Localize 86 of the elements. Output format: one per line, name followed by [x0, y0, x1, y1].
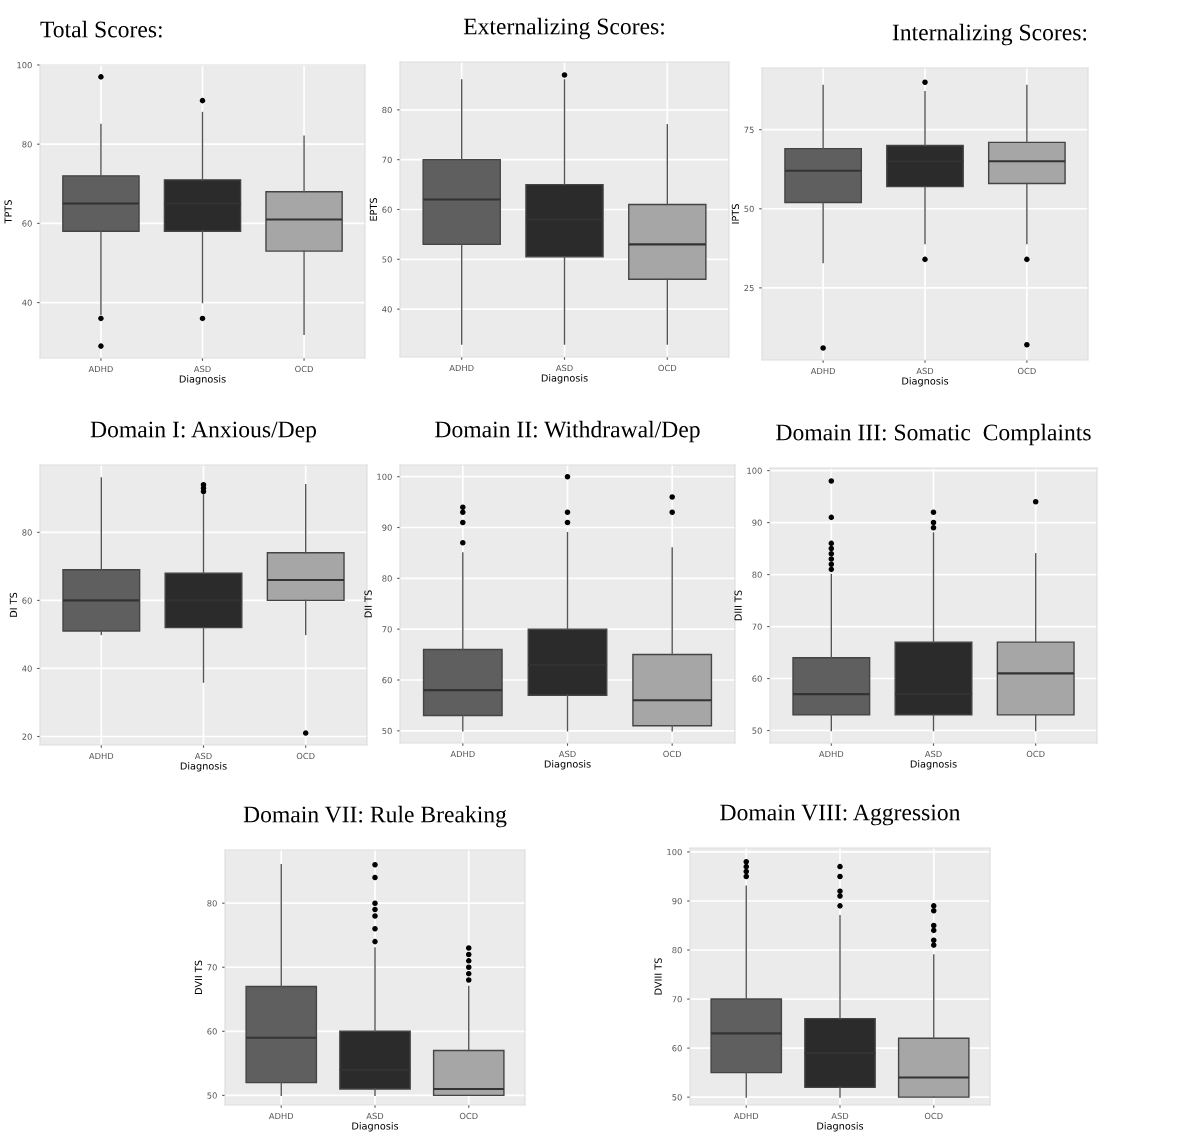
- y-tick-label: 50: [207, 1092, 217, 1099]
- y-tick-label: 70: [672, 996, 682, 1003]
- x-tick-label: ASD: [194, 752, 212, 760]
- y-tick-label: 70: [752, 623, 762, 630]
- y-tick-label: 70: [382, 156, 392, 163]
- y-tick-label: 90: [672, 897, 682, 905]
- x-tick-label: OCD: [459, 1112, 478, 1120]
- x-tick-label: ADHD: [818, 750, 844, 757]
- x-tick-label: ADHD: [449, 364, 474, 371]
- y-tick-label: 60: [22, 220, 32, 227]
- y-tick-label: 40: [22, 299, 32, 306]
- chart-title: Internalizing Scores:: [892, 23, 1087, 46]
- x-tick-label: OCD: [658, 364, 677, 372]
- y-tick-label: 80: [382, 575, 392, 582]
- x-tick-label: ADHD: [733, 1112, 759, 1119]
- x-tick-label: ASD: [555, 364, 573, 372]
- y-tick-label: 80: [207, 900, 217, 907]
- x-tick-label: ASD: [916, 367, 934, 375]
- y-tick-label: 80: [752, 571, 762, 578]
- x-tick-label: ASD: [366, 1112, 384, 1120]
- x-tick-label: ADHD: [810, 367, 836, 374]
- x-axis-title: Diagnosis: [910, 760, 957, 770]
- y-tick-label: 90: [752, 519, 762, 526]
- x-axis-title: Diagnosis: [541, 374, 588, 384]
- x-tick-label: ASD: [831, 1112, 849, 1120]
- y-axis-title: IPTS: [731, 204, 740, 224]
- x-axis-title: Diagnosis: [352, 1122, 399, 1132]
- y-axis-title: TPTS: [4, 200, 12, 224]
- y-tick-label: 100: [17, 61, 32, 69]
- y-tick-label: 25: [744, 284, 754, 292]
- y-tick-label: 100: [377, 473, 392, 480]
- y-tick-label: 90: [382, 524, 392, 531]
- y-tick-label: 70: [207, 964, 217, 971]
- y-tick-label: 80: [22, 529, 32, 536]
- y-tick-label: 60: [207, 1028, 217, 1035]
- y-tick-label: 100: [747, 467, 762, 474]
- y-axis-title: DVII TS: [194, 960, 203, 994]
- x-tick-label: ADHD: [88, 365, 113, 372]
- y-axis-title: DIII TS: [734, 590, 742, 621]
- x-tick-label: ASD: [558, 750, 576, 758]
- x-tick-label: ASD: [193, 365, 211, 373]
- y-axis-title: DI TS: [9, 592, 18, 617]
- y-tick-label: 80: [22, 141, 32, 148]
- chart-title: Domain VIII: Aggression: [720, 804, 961, 826]
- x-axis-title: Diagnosis: [179, 375, 226, 385]
- y-tick-label: 50: [382, 727, 392, 735]
- y-tick-label: 60: [22, 597, 32, 604]
- y-tick-label: 60: [382, 676, 392, 684]
- y-tick-label: 50: [672, 1094, 682, 1101]
- chart-title: Domain II: Withdrawal/Dep: [435, 420, 700, 443]
- x-tick-label: OCD: [296, 752, 315, 760]
- y-tick-label: 40: [22, 665, 32, 672]
- x-tick-label: ADHD: [450, 750, 475, 757]
- y-tick-label: 75: [744, 126, 754, 133]
- chart-title: Externalizing Scores:: [463, 17, 664, 40]
- y-tick-label: 100: [667, 848, 682, 856]
- x-axis-title: Diagnosis: [544, 760, 591, 770]
- x-tick-label: OCD: [924, 1112, 943, 1120]
- x-tick-label: OCD: [1017, 367, 1036, 375]
- y-axis-title: EPTS: [369, 197, 378, 221]
- chart-title: Domain I: Anxious/Dep: [90, 421, 317, 443]
- x-axis-title: Diagnosis: [817, 1122, 864, 1132]
- y-tick-label: 60: [382, 206, 392, 213]
- chart-title: Domain VII: Rule Breaking: [243, 805, 507, 828]
- x-tick-label: OCD: [295, 365, 313, 373]
- y-tick-label: 50: [744, 205, 754, 213]
- y-tick-label: 80: [672, 947, 682, 954]
- y-axis-title: DVIII TS: [654, 958, 662, 995]
- x-axis-title: Diagnosis: [180, 762, 227, 772]
- y-tick-label: 50: [382, 256, 392, 263]
- chart-title: Total Scores:: [40, 20, 162, 38]
- x-axis-title: Diagnosis: [902, 377, 949, 387]
- y-tick-label: 40: [382, 306, 392, 313]
- y-tick-label: 20: [22, 733, 32, 740]
- y-tick-label: 70: [382, 626, 392, 633]
- chart-title: Domain III: Somatic Complaints: [776, 423, 1091, 446]
- x-tick-label: OCD: [1026, 750, 1045, 758]
- x-tick-label: ADHD: [268, 1112, 294, 1119]
- x-tick-label: OCD: [663, 750, 682, 758]
- y-tick-label: 50: [752, 727, 762, 734]
- y-axis-title: DII TS: [364, 590, 372, 618]
- y-tick-label: 80: [382, 106, 392, 114]
- x-tick-label: ADHD: [88, 752, 114, 759]
- y-tick-label: 60: [752, 675, 762, 682]
- x-tick-label: ASD: [924, 750, 942, 758]
- y-tick-label: 60: [672, 1045, 682, 1052]
